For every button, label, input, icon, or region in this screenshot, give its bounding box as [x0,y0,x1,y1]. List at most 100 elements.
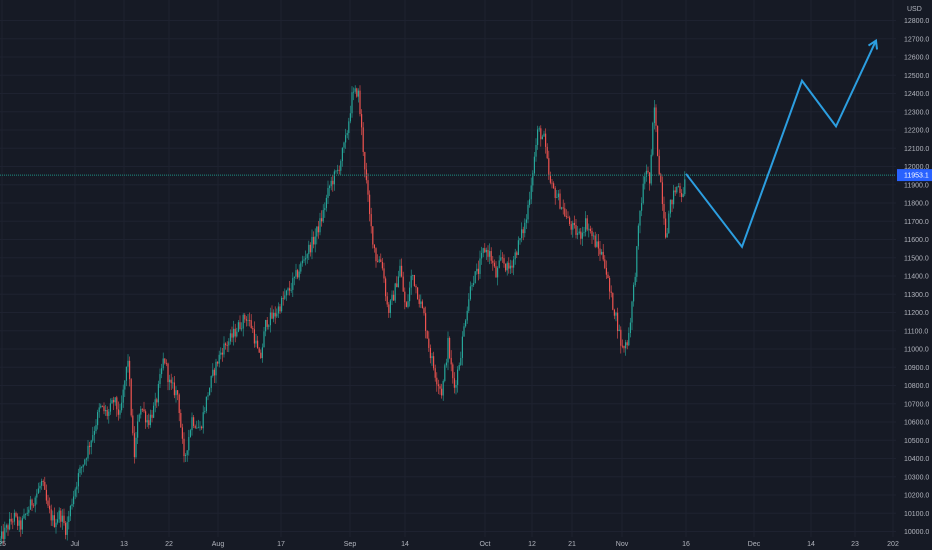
projection-arrowhead [867,38,879,50]
price-tick-label: 11800.0 [904,201,929,208]
candle-body [202,412,204,429]
candle-body [434,368,436,378]
candle-body [573,222,575,226]
candle-body [455,384,457,388]
candle-body [250,320,252,328]
candle-body [148,420,150,426]
candle-body [589,228,591,231]
candle-body [639,210,641,226]
candle-body [76,486,78,490]
candle-body [183,438,185,457]
time-tick-label: Nov [616,541,629,548]
candle-body [391,294,393,301]
candle-body [415,285,417,288]
candle-body [13,512,15,522]
candle-body [514,252,516,260]
candle-body [503,258,505,264]
candle-body [196,427,198,429]
candle-body [180,413,182,428]
candle-body [285,290,287,296]
candle-body [602,251,604,260]
candle-body [36,493,38,498]
candle-body [65,523,67,535]
candle-body [317,226,319,233]
candle-body [634,276,636,285]
candle-body [425,313,427,331]
candle-body [309,244,311,253]
candle-body [165,363,167,365]
candle-body [495,266,497,278]
candle-body [89,445,91,447]
candle-body [159,374,161,385]
candle-body [369,194,371,215]
candle-body [473,283,475,286]
candle-body [207,395,209,397]
candle-body [449,337,451,358]
candle-body [47,500,49,506]
candle-body [228,341,230,346]
candle-body [114,397,116,403]
candle-body [154,399,156,406]
candle-body [541,136,543,140]
candle-body [209,387,211,396]
candle-body [370,214,372,227]
candle-body [445,362,447,366]
candle-body [575,225,577,235]
candle-body [229,333,231,342]
candle-body [607,274,609,279]
candle-body [533,156,535,174]
time-tick-label: Aug [212,541,225,548]
candle-body [268,325,270,327]
candle-body [132,415,134,434]
candle-body [439,386,441,389]
candle-body [276,313,278,317]
candle-body [405,302,407,307]
candle-body [82,464,84,468]
candle-body [325,197,327,209]
candle-body [298,271,300,278]
projection-path [685,40,877,249]
candle-body [569,217,571,225]
candle-body [429,347,431,359]
candle-body [591,230,593,237]
price-axis[interactable]: 10000.0 10100.0 10200.0 10300.0 10400.0 10500… [904,18,929,536]
candle-body [452,364,454,379]
candle-body [492,260,494,263]
candle-body [49,505,51,510]
candle-body [18,520,20,526]
candle-body [324,208,326,211]
candle-body [329,186,331,188]
candle-body [628,333,630,346]
candle-body [585,218,587,232]
candle-body [372,226,374,245]
candle-body [42,481,44,482]
price-tick-label: 12800.0 [904,18,929,25]
candle-body [629,322,631,334]
candle-body [316,226,318,237]
candle-body [543,133,545,137]
candle-body [668,213,670,234]
candle-body [143,409,145,412]
candle-body [378,259,380,262]
candle-body [660,174,662,183]
candle-body [389,300,391,313]
candle-body [306,254,308,259]
candle-body [199,426,201,428]
candle-body [570,224,572,230]
time-axis[interactable]: 25 Jul 13 22 Aug 17 Sep 14 Oct 12 21 Nov 16 Dec 14 23 20… [0,541,899,548]
candle-body [633,284,635,302]
candle-body [45,489,47,501]
candle-body [98,407,100,413]
candle-body [471,285,473,287]
candle-body [562,207,564,209]
candle-body [218,354,220,364]
candle-body [4,527,6,539]
candle-body [258,348,260,353]
candle-body [553,183,555,189]
candle-body [477,268,479,274]
candle-body [5,525,7,528]
candle-body [52,515,54,521]
candle-body [93,431,95,435]
candle-body [623,345,625,349]
